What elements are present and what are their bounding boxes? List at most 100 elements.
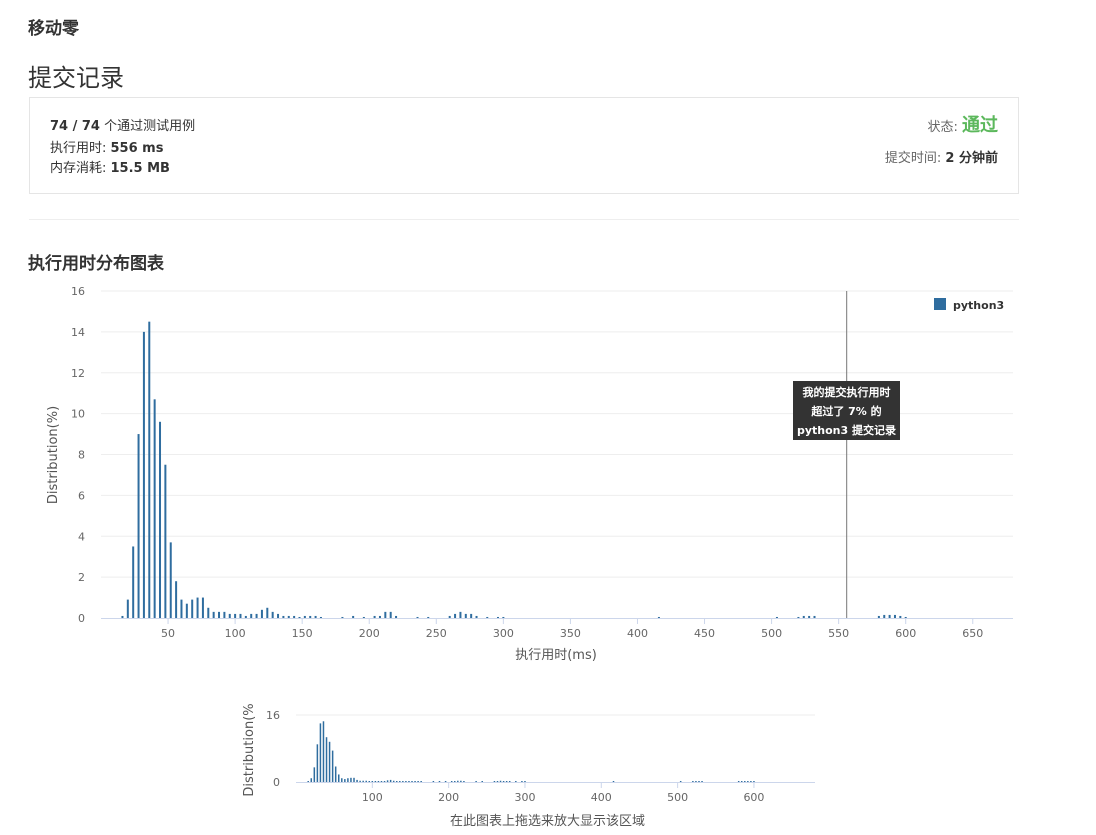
bar[interactable] <box>365 780 367 782</box>
bar[interactable] <box>737 781 740 782</box>
bar[interactable] <box>475 615 478 618</box>
bar[interactable] <box>612 781 615 782</box>
bar[interactable] <box>505 781 508 782</box>
bar[interactable] <box>701 781 703 782</box>
bar[interactable] <box>679 781 682 782</box>
bar[interactable] <box>383 781 386 782</box>
bar[interactable] <box>341 778 343 782</box>
bar[interactable] <box>244 615 247 618</box>
bar[interactable] <box>493 781 496 782</box>
bar[interactable] <box>307 781 309 782</box>
bar[interactable] <box>313 767 316 782</box>
bar[interactable] <box>212 611 215 618</box>
bar[interactable] <box>454 613 457 618</box>
bar[interactable] <box>399 781 401 782</box>
bar[interactable] <box>414 781 416 782</box>
bar[interactable] <box>169 542 172 618</box>
bar[interactable] <box>420 781 422 782</box>
bar[interactable] <box>341 616 344 618</box>
bar[interactable] <box>310 778 313 782</box>
bar[interactable] <box>883 614 886 618</box>
bar[interactable] <box>234 613 237 618</box>
bar[interactable] <box>121 615 124 618</box>
bar[interactable] <box>747 781 749 782</box>
bar[interactable] <box>893 614 896 618</box>
bar[interactable] <box>344 779 346 782</box>
bar[interactable] <box>316 744 319 782</box>
bar[interactable] <box>775 616 778 618</box>
bar[interactable] <box>481 781 483 782</box>
bar[interactable] <box>356 779 358 782</box>
bar[interactable] <box>797 616 800 618</box>
bar[interactable] <box>417 781 419 782</box>
bar[interactable] <box>347 778 349 782</box>
bar[interactable] <box>899 615 902 618</box>
bar[interactable] <box>877 615 880 618</box>
bar[interactable] <box>350 777 352 782</box>
bar[interactable] <box>250 613 253 618</box>
bar[interactable] <box>657 616 660 618</box>
bar[interactable] <box>334 766 337 782</box>
bar[interactable] <box>432 781 435 782</box>
bar[interactable] <box>196 597 199 618</box>
bar[interactable] <box>464 613 467 618</box>
bar[interactable] <box>362 780 364 782</box>
bar[interactable] <box>362 616 365 618</box>
bar[interactable] <box>813 615 816 618</box>
bar[interactable] <box>185 603 188 618</box>
bar[interactable] <box>201 597 204 618</box>
bar[interactable] <box>448 615 451 618</box>
bar[interactable] <box>521 781 523 782</box>
bar[interactable] <box>314 615 317 618</box>
bar[interactable] <box>377 781 380 782</box>
bar[interactable] <box>744 781 746 782</box>
bar[interactable] <box>374 781 377 782</box>
bar[interactable] <box>389 779 392 782</box>
bar[interactable] <box>392 780 395 782</box>
bar[interactable] <box>692 781 694 782</box>
bar[interactable] <box>331 750 334 782</box>
bar[interactable] <box>524 781 526 782</box>
problem-title[interactable]: 移动零 <box>28 19 79 39</box>
bar[interactable] <box>411 781 413 782</box>
bar[interactable] <box>395 781 398 782</box>
bar[interactable] <box>328 741 331 782</box>
bar[interactable] <box>303 615 306 618</box>
bar[interactable] <box>322 721 325 782</box>
bar[interactable] <box>373 615 376 618</box>
bar[interactable] <box>753 781 755 782</box>
bar[interactable] <box>180 599 183 618</box>
bar[interactable] <box>223 611 226 618</box>
bar[interactable] <box>353 777 355 782</box>
bar[interactable] <box>207 607 210 618</box>
bar[interactable] <box>802 615 805 618</box>
chart-legend[interactable]: python3 <box>934 298 1004 312</box>
bar[interactable] <box>408 781 410 782</box>
bar[interactable] <box>904 616 907 618</box>
bar[interactable] <box>132 546 135 618</box>
bar[interactable] <box>228 613 231 618</box>
bar[interactable] <box>319 616 322 618</box>
bar[interactable] <box>239 613 242 618</box>
bar[interactable] <box>463 781 465 782</box>
bar[interactable] <box>175 581 178 618</box>
bar[interactable] <box>475 781 477 782</box>
bar[interactable] <box>384 611 387 618</box>
bar[interactable] <box>808 615 811 618</box>
bar[interactable] <box>750 781 752 782</box>
bar[interactable] <box>260 609 263 618</box>
bar[interactable] <box>368 781 371 782</box>
bar[interactable] <box>386 780 389 782</box>
bar[interactable] <box>337 774 340 782</box>
bar[interactable] <box>438 781 441 782</box>
bar[interactable] <box>271 611 274 618</box>
bar[interactable] <box>126 599 129 618</box>
bar[interactable] <box>309 615 312 618</box>
bar[interactable] <box>389 611 392 618</box>
bar[interactable] <box>427 616 430 618</box>
bar[interactable] <box>499 780 502 782</box>
bar[interactable] <box>266 607 269 618</box>
bar[interactable] <box>395 615 398 618</box>
bar[interactable] <box>159 421 162 618</box>
